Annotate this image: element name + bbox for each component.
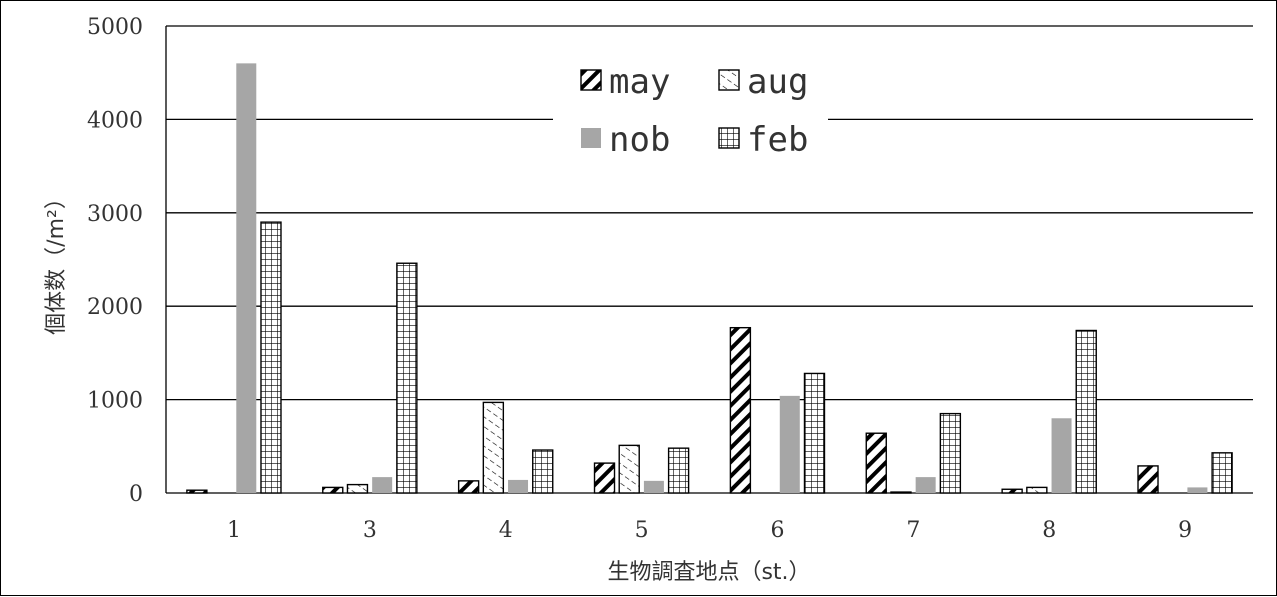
bar-may-st3 [322, 486, 344, 494]
legend-swatch-may [580, 69, 602, 91]
bar-aug-st5 [618, 444, 640, 494]
x-tick-label: 3 [363, 518, 377, 543]
legend-label-nob: nob [609, 120, 670, 160]
bar-may-st9 [1137, 465, 1159, 494]
legend-label-feb: feb [747, 120, 808, 160]
y-tick-labels: 0 1000 2000 3000 4000 5000 [87, 15, 143, 507]
bar-feb-st1 [260, 221, 282, 494]
x-tick-label: 7 [906, 518, 920, 543]
x-tick-label: 6 [770, 518, 784, 543]
y-tick-label: 1000 [87, 389, 143, 414]
bar-nob-st7 [915, 477, 936, 493]
bar-nob-st9 [1187, 487, 1208, 493]
legend-swatch-nob [581, 128, 601, 148]
bar-nob-st5 [643, 480, 664, 493]
bar-nob-st1 [236, 63, 257, 494]
bar-feb-st7 [939, 412, 962, 494]
bar-may-st4 [457, 480, 480, 494]
x-tick-label: 1 [227, 518, 241, 543]
bars [186, 63, 1233, 494]
bar-feb-st9 [1211, 452, 1233, 494]
legend-swatch-aug [718, 69, 740, 91]
bar-nob-st3 [372, 477, 393, 493]
y-axis-title: 個体数（/m²） [44, 187, 69, 335]
bar-may-st5 [593, 462, 616, 494]
bar-may-st6 [729, 326, 752, 494]
bar-feb-st5 [667, 447, 690, 494]
legend-label-aug: aug [747, 62, 808, 102]
y-tick-label: 3000 [87, 202, 143, 227]
bar-feb-st3 [396, 262, 418, 494]
x-tick-label: 5 [635, 518, 649, 543]
x-axis-title: 生物調査地点（st.） [607, 560, 810, 585]
bar-nob-st4 [508, 479, 529, 493]
y-tick-label: 0 [129, 482, 143, 507]
y-tick-label: 5000 [87, 15, 143, 40]
x-tick-labels: 1 3 4 5 6 7 8 9 [227, 518, 1192, 543]
bar-aug-st8 [1026, 486, 1048, 494]
x-tick-label: 9 [1178, 518, 1192, 543]
bar-aug-st3 [346, 483, 369, 494]
bar-nob-st6 [779, 395, 800, 493]
bar-feb-st6 [803, 372, 826, 494]
y-tick-label: 4000 [87, 108, 143, 133]
bar-feb-st8 [1075, 329, 1097, 494]
legend-swatch-feb [718, 127, 740, 149]
legend-label-may: may [609, 62, 670, 102]
bar-feb-st4 [532, 449, 554, 494]
bar-may-st1 [186, 489, 208, 494]
bar-aug-st7 [890, 491, 912, 494]
bar-may-st8 [1001, 488, 1023, 494]
bar-aug-st4 [482, 401, 505, 494]
legend: may aug nob feb [553, 53, 828, 171]
bar-may-st7 [865, 432, 887, 494]
y-tick-label: 2000 [87, 295, 143, 320]
bar-nob-st8 [1051, 418, 1072, 493]
x-tick-label: 8 [1042, 518, 1056, 543]
x-tick-label: 4 [499, 518, 513, 543]
